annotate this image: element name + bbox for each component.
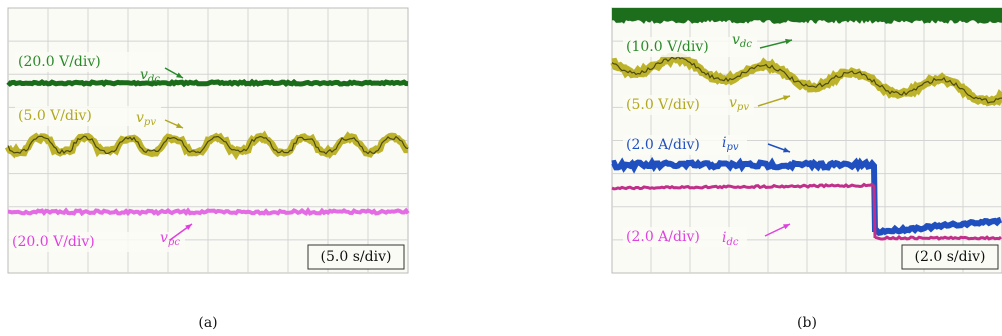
figure: (20.0 V/div)vdc(5.0 V/div)vpv(20.0 V/div… <box>0 0 1002 336</box>
caption: (b) <box>797 315 817 331</box>
subscript: pv <box>737 102 749 113</box>
trace-scale: (2.0 A/div) <box>626 229 700 245</box>
trace <box>8 82 408 84</box>
symbol: v <box>729 95 737 111</box>
trace-scale: (20.0 V/div) <box>12 234 95 250</box>
symbol: v <box>732 32 740 48</box>
trace-scale: (20.0 V/div) <box>18 54 101 70</box>
symbol: v <box>160 230 168 246</box>
scope-panel: (20.0 V/div)vdc(5.0 V/div)vpv(20.0 V/div… <box>8 8 408 331</box>
scope-panel: (10.0 V/div)vdc(5.0 V/div)vpv(2.0 A/div)… <box>612 8 1002 331</box>
caption: (a) <box>198 315 217 331</box>
trace-scale: (5.0 V/div) <box>18 108 92 124</box>
subscript: dc <box>148 74 160 85</box>
subscript: pv <box>726 142 738 153</box>
trace-scale: (10.0 V/div) <box>626 39 709 55</box>
subscript: pc <box>168 237 180 248</box>
time-scale: (5.0 s/div) <box>321 249 392 265</box>
subscript: dc <box>726 237 738 248</box>
symbol: v <box>140 67 148 83</box>
subscript: pv <box>144 117 156 128</box>
time-scale: (2.0 s/div) <box>915 249 986 265</box>
trace-scale: (2.0 A/div) <box>626 137 700 153</box>
symbol: v <box>136 110 144 126</box>
subscript: dc <box>740 39 752 50</box>
trace-scale: (5.0 V/div) <box>626 97 700 113</box>
